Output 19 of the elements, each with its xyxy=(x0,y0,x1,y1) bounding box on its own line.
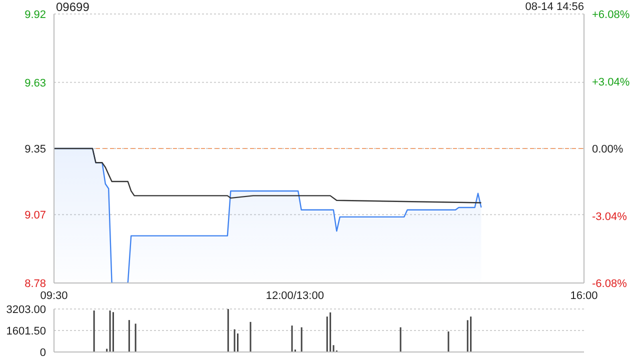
x-tick-label: 16:00 xyxy=(570,290,598,302)
y-tick-label: 8.78 xyxy=(24,278,46,290)
y-tick-label: 9.07 xyxy=(24,210,46,222)
x-tick-label: 09:30 xyxy=(40,290,68,302)
y-tick-label: 1601.50 xyxy=(6,326,46,338)
y-tick-label: 9.92 xyxy=(24,9,46,21)
line-series xyxy=(53,148,482,204)
y2-tick-label: -3.04% xyxy=(592,210,628,223)
y2-tick-label: +6.08% xyxy=(592,9,630,21)
y-tick-label: 0 xyxy=(40,347,46,359)
y2-tick-label: +3.04% xyxy=(592,76,630,88)
y2-tick-label: 0.00% xyxy=(592,144,624,156)
x-tick-label: 12:00/13:00 xyxy=(266,290,324,302)
y2-tick-label: -6.08% xyxy=(592,278,628,290)
y-tick-label: 9.35 xyxy=(24,144,46,156)
text: 08-14 14:56 xyxy=(525,1,584,13)
y-tick-label: 9.63 xyxy=(24,77,46,90)
chart-title: 09699 xyxy=(56,0,90,14)
y-tick-label: 3203.00 xyxy=(6,304,46,316)
